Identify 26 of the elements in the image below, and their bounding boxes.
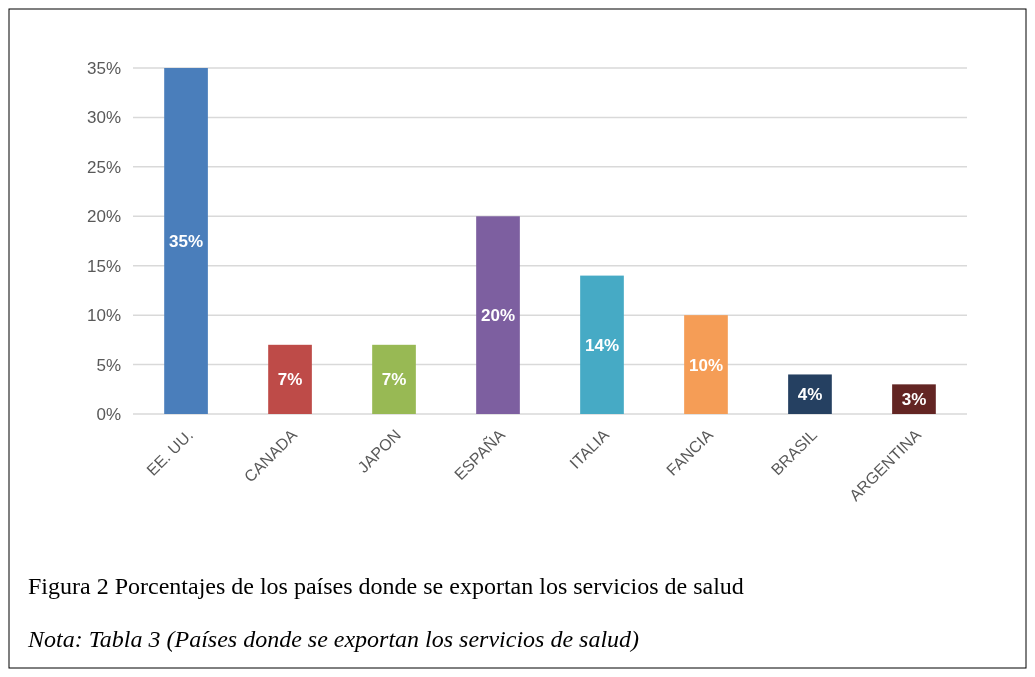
data-label: 4% [797,385,823,405]
data-label: 7% [381,370,407,390]
data-label: 14% [584,335,620,355]
y-tick-label: 5% [96,355,121,375]
data-label: 10% [688,355,723,375]
y-tick-label: 10% [86,306,121,326]
y-tick-label: 35% [86,58,121,78]
bar [164,68,208,414]
x-tick-label: EE. UU. [143,426,197,479]
y-tick-label: 20% [86,207,121,227]
text: Figura 2 Porcentajes de los países donde se exportan los servicios de salud [28,573,744,599]
y-tick-label: 0% [96,404,121,424]
text: Nota: Tabla 3 (Países donde se exportan los servicios de salud) [27,626,640,652]
bar [476,216,520,414]
bar [580,275,624,414]
data-label: 20% [480,306,516,326]
data-label: 3% [901,390,927,410]
y-tick-label: 15% [86,256,121,276]
data-label: 35% [169,231,204,251]
y-tick-label: 25% [86,157,121,177]
bar [788,374,832,414]
bar [372,344,416,414]
data-label: 7% [277,370,303,390]
bar [684,315,728,414]
y-tick-label: 30% [86,108,121,128]
bar [268,344,312,414]
